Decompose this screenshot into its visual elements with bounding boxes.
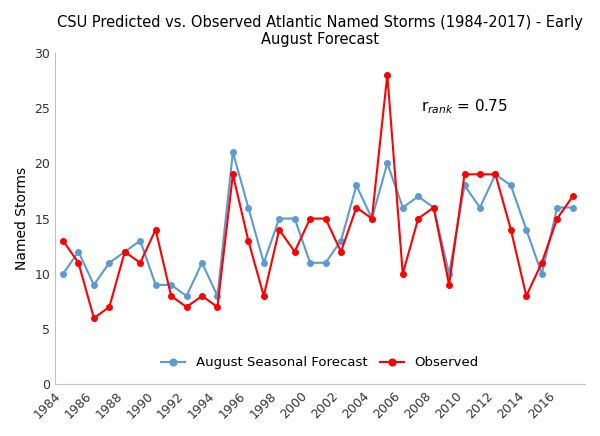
Observed: [523, 293, 530, 299]
August Seasonal Forecast: [476, 205, 484, 210]
Observed: [507, 227, 514, 232]
August Seasonal Forecast: [183, 293, 190, 299]
Observed: [291, 249, 298, 254]
Observed: [337, 249, 344, 254]
Observed: [461, 172, 468, 177]
Observed: [229, 172, 236, 177]
Line: August Seasonal Forecast: August Seasonal Forecast: [60, 150, 575, 299]
Text: r$_{rank}$ = 0.75: r$_{rank}$ = 0.75: [421, 97, 508, 116]
August Seasonal Forecast: [152, 282, 159, 287]
August Seasonal Forecast: [121, 249, 128, 254]
Observed: [106, 304, 113, 310]
August Seasonal Forecast: [91, 282, 98, 287]
Y-axis label: Named Storms: Named Storms: [15, 167, 29, 270]
Observed: [445, 282, 452, 287]
Observed: [59, 238, 67, 243]
Title: CSU Predicted vs. Observed Atlantic Named Storms (1984-2017) - Early
August Fore: CSU Predicted vs. Observed Atlantic Name…: [57, 15, 583, 48]
August Seasonal Forecast: [260, 260, 268, 266]
Observed: [245, 238, 252, 243]
Observed: [152, 227, 159, 232]
August Seasonal Forecast: [538, 271, 545, 276]
August Seasonal Forecast: [291, 216, 298, 221]
August Seasonal Forecast: [59, 271, 67, 276]
August Seasonal Forecast: [337, 238, 344, 243]
Observed: [307, 216, 314, 221]
August Seasonal Forecast: [368, 216, 376, 221]
August Seasonal Forecast: [322, 260, 329, 266]
August Seasonal Forecast: [229, 150, 236, 155]
August Seasonal Forecast: [445, 271, 452, 276]
August Seasonal Forecast: [399, 205, 406, 210]
August Seasonal Forecast: [275, 216, 283, 221]
August Seasonal Forecast: [307, 260, 314, 266]
Observed: [569, 194, 576, 199]
August Seasonal Forecast: [554, 205, 561, 210]
Observed: [430, 205, 437, 210]
August Seasonal Forecast: [106, 260, 113, 266]
August Seasonal Forecast: [461, 183, 468, 188]
Observed: [199, 293, 206, 299]
August Seasonal Forecast: [353, 183, 360, 188]
Observed: [214, 304, 221, 310]
August Seasonal Forecast: [492, 172, 499, 177]
Observed: [554, 216, 561, 221]
August Seasonal Forecast: [214, 293, 221, 299]
Observed: [399, 271, 406, 276]
Observed: [137, 260, 144, 266]
August Seasonal Forecast: [430, 205, 437, 210]
August Seasonal Forecast: [167, 282, 175, 287]
August Seasonal Forecast: [569, 205, 576, 210]
Legend: August Seasonal Forecast, Observed: August Seasonal Forecast, Observed: [156, 351, 484, 375]
Observed: [368, 216, 376, 221]
August Seasonal Forecast: [245, 205, 252, 210]
Observed: [91, 316, 98, 321]
Observed: [260, 293, 268, 299]
Line: Observed: Observed: [60, 72, 575, 321]
August Seasonal Forecast: [523, 227, 530, 232]
Observed: [353, 205, 360, 210]
August Seasonal Forecast: [384, 161, 391, 166]
Observed: [275, 227, 283, 232]
August Seasonal Forecast: [199, 260, 206, 266]
August Seasonal Forecast: [137, 238, 144, 243]
Observed: [384, 72, 391, 78]
Observed: [75, 260, 82, 266]
August Seasonal Forecast: [507, 183, 514, 188]
Observed: [121, 249, 128, 254]
Observed: [538, 260, 545, 266]
Observed: [167, 293, 175, 299]
August Seasonal Forecast: [415, 194, 422, 199]
Observed: [183, 304, 190, 310]
Observed: [322, 216, 329, 221]
Observed: [476, 172, 484, 177]
August Seasonal Forecast: [75, 249, 82, 254]
Observed: [415, 216, 422, 221]
Observed: [492, 172, 499, 177]
